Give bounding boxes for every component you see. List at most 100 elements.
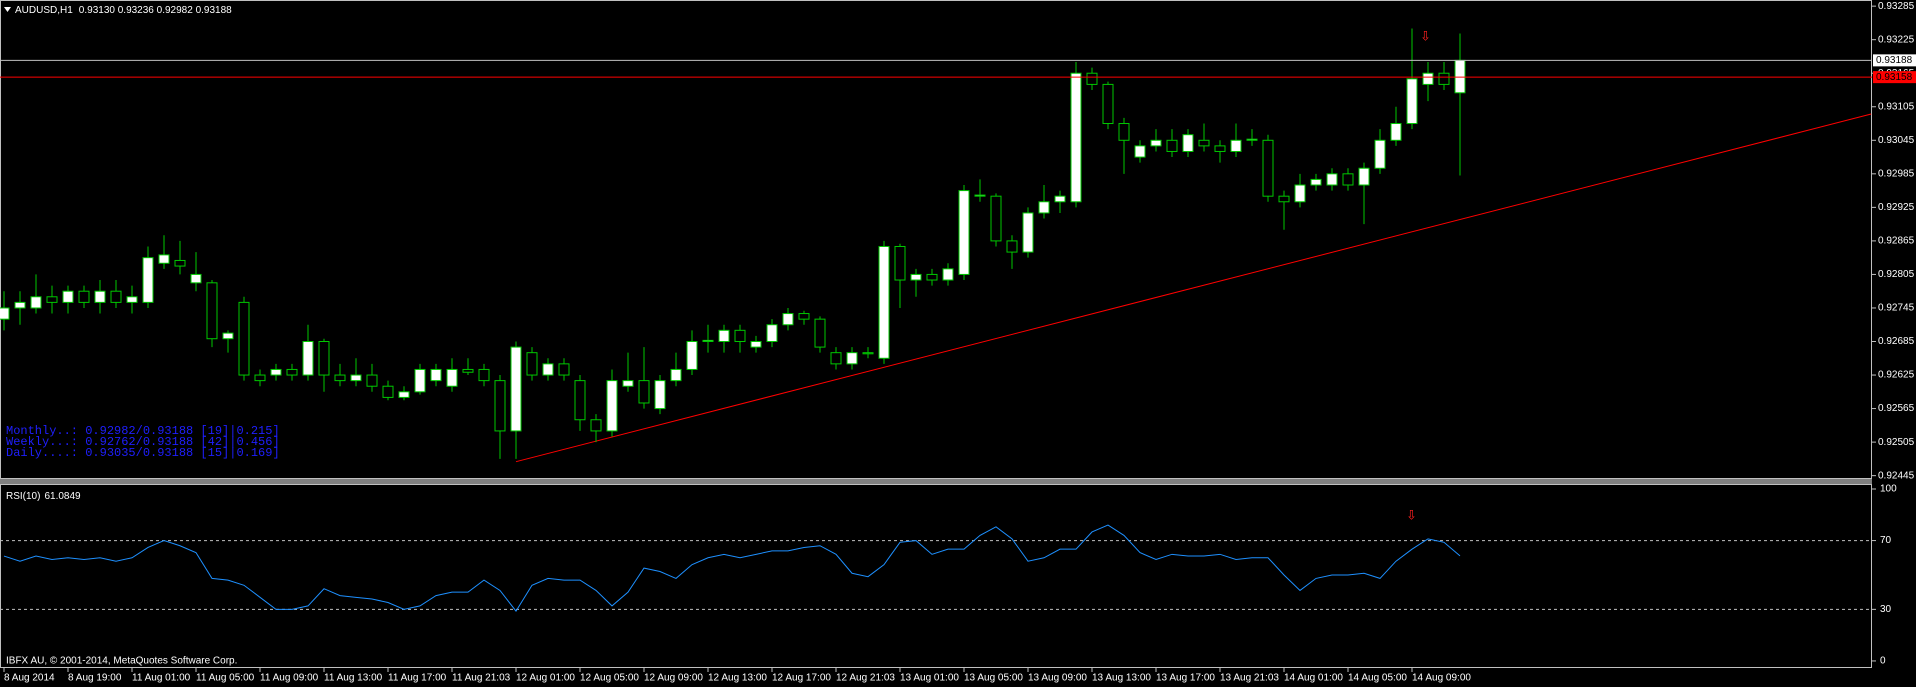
candle-body <box>334 374 346 382</box>
candle-body <box>846 352 858 365</box>
y-tick-label: 0.93225 <box>1878 34 1915 45</box>
candle-body <box>654 380 666 410</box>
candle-body <box>238 301 250 376</box>
candle-body <box>958 190 970 275</box>
y-tick-label: 0.92445 <box>1878 470 1915 481</box>
candle-body <box>1294 184 1306 203</box>
rsi-line <box>3 524 1461 612</box>
candle-body <box>1438 72 1450 85</box>
candle-body <box>1278 195 1290 203</box>
candle-body <box>526 352 538 376</box>
info-text: Daily....: 0.93035/0.93188 [15]|0.169] <box>6 446 280 460</box>
x-tick-label: 12 Aug 01:00 <box>516 673 575 684</box>
x-tick-label: 13 Aug 09:00 <box>1028 673 1087 684</box>
x-tick-label: 11 Aug 01:00 <box>132 673 191 684</box>
y-tick-label: 100 <box>1880 484 1897 495</box>
candle-body <box>1102 83 1114 125</box>
signal-arrow: ⇩ <box>1420 30 1431 45</box>
x-tick-label: 11 Aug 13:00 <box>324 673 383 684</box>
x-tick-label: 12 Aug 09:00 <box>644 673 703 684</box>
x-tick-label: 13 Aug 13:00 <box>1092 673 1151 684</box>
info-text: Weekly...: 0.92762/0.93188 [42]|0.456] <box>6 435 280 449</box>
candle-body <box>126 296 138 303</box>
candle-body <box>0 307 10 320</box>
candle-body <box>990 195 1002 242</box>
candle-body <box>254 374 266 382</box>
candle-body <box>542 363 554 376</box>
candle-body <box>718 329 730 343</box>
price-box-label: 0.93158 <box>1876 72 1913 83</box>
main-panel-frame <box>0 0 1872 479</box>
y-tick-label: 0.92625 <box>1878 370 1915 381</box>
y-tick-label: 0.92745 <box>1878 303 1915 314</box>
candle-body <box>1118 123 1130 141</box>
rsi-title: RSI(10) <box>6 491 40 502</box>
candle-body <box>1342 173 1354 186</box>
rsi-signal-arrow: ⇩ <box>1406 509 1417 524</box>
candle-body <box>30 296 42 309</box>
candle-body <box>430 368 442 382</box>
y-tick-label: 0.92865 <box>1878 236 1915 247</box>
chart-header: AUDUSD,H1 0.93130 0.93236 0.92982 0.93188 <box>15 5 232 16</box>
candle-body <box>222 332 234 340</box>
x-tick-label: 14 Aug 09:00 <box>1412 673 1471 684</box>
candle-body <box>174 259 186 267</box>
x-tick-label: 13 Aug 17:00 <box>1156 673 1215 684</box>
candle-body <box>1182 134 1194 152</box>
symbol-title: AUDUSD,H1 <box>15 5 73 16</box>
candle-body <box>1422 72 1434 85</box>
y-tick-label: 0.92985 <box>1878 168 1915 179</box>
candle-body <box>942 268 954 281</box>
rsi-last: 61.0849 <box>44 491 81 502</box>
y-tick-label: 0.92565 <box>1878 403 1915 414</box>
x-tick-label: 11 Aug 05:00 <box>196 673 255 684</box>
candle-body <box>142 257 154 303</box>
y-tick-label: 0.92925 <box>1878 202 1915 213</box>
candle-body <box>558 363 570 376</box>
candle-body <box>78 290 90 303</box>
candle-body <box>206 282 218 340</box>
candle-body <box>62 290 74 303</box>
candle-body <box>14 301 26 309</box>
candle-body <box>302 341 314 376</box>
candle-body <box>1262 139 1274 197</box>
y-tick-label: 0.92805 <box>1878 269 1915 280</box>
candle-body <box>1166 139 1178 152</box>
menu-triangle[interactable] <box>4 7 11 12</box>
x-tick-label: 12 Aug 13:00 <box>708 673 767 684</box>
y-tick-label: 0.93285 <box>1878 1 1915 12</box>
footer: IBFX AU, © 2001-2014, MetaQuotes Softwar… <box>6 656 237 667</box>
candle-body <box>46 296 58 303</box>
y-tick-label: 70 <box>1880 535 1892 546</box>
candle-body <box>590 419 602 432</box>
candle-body <box>1022 212 1034 253</box>
candle-body <box>1326 173 1338 186</box>
candle-body <box>926 273 938 281</box>
candle-body <box>1246 138 1258 141</box>
candle-body <box>318 341 330 376</box>
candle-body <box>1406 78 1418 125</box>
quote: 0.93130 0.93236 0.92982 0.93188 <box>79 5 232 16</box>
candle-body <box>1054 195 1066 203</box>
candle-body <box>366 374 378 387</box>
candle-body <box>1070 72 1082 203</box>
price-box-label: 0.93188 <box>1876 55 1913 66</box>
candle-body <box>830 352 842 365</box>
candle-body <box>910 273 922 281</box>
rsi-header: RSI(10) 61.0849 <box>6 491 81 502</box>
candle-body <box>1198 139 1210 147</box>
candle-body <box>1214 145 1226 152</box>
rsi-panel-frame <box>0 484 1872 668</box>
candle-body <box>1006 240 1018 253</box>
candle-body <box>350 374 362 382</box>
candle-body <box>670 368 682 382</box>
candle-body <box>766 324 778 343</box>
x-tick-label: 11 Aug 09:00 <box>260 673 319 684</box>
candle-body <box>94 290 106 303</box>
x-tick-label: 13 Aug 01:00 <box>900 673 959 684</box>
candle-body <box>158 254 170 264</box>
candle-body <box>190 273 202 284</box>
y-tick-label: 0 <box>1880 656 1886 667</box>
